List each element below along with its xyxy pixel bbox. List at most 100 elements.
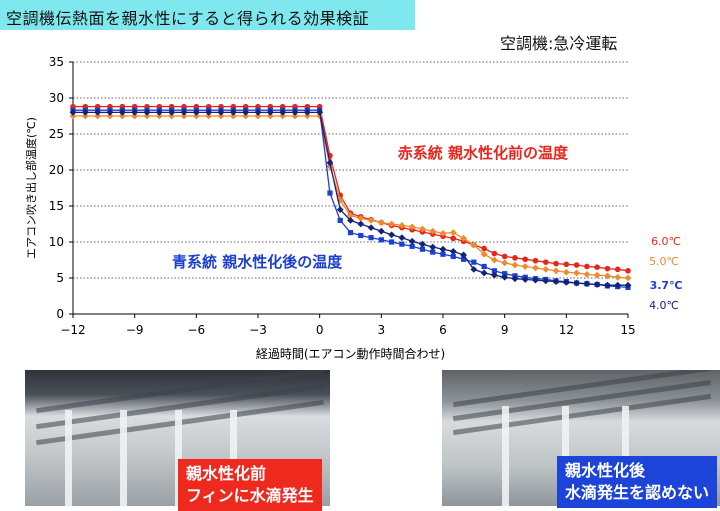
data-point <box>470 265 478 273</box>
data-point <box>377 219 385 226</box>
data-point <box>449 247 457 255</box>
data-point <box>266 112 274 120</box>
data-point <box>471 259 477 265</box>
data-point <box>69 109 77 116</box>
data-point <box>563 261 570 268</box>
data-point <box>94 112 102 120</box>
data-point <box>303 109 311 116</box>
y-tick-label: 30 <box>49 91 64 105</box>
y-tick-label: 20 <box>49 163 64 177</box>
data-point <box>388 220 396 228</box>
data-point <box>429 243 437 251</box>
data-point <box>480 250 488 258</box>
data-point <box>377 227 385 235</box>
data-point <box>490 271 498 279</box>
data-point <box>429 227 437 235</box>
data-point <box>604 272 611 280</box>
data-point <box>624 281 632 289</box>
x-tick-label: 3 <box>378 323 386 337</box>
data-point <box>439 229 447 237</box>
data-point <box>542 259 549 265</box>
x-axis-label: 経過時間(エアコン動作時間合わせ) <box>256 346 445 361</box>
data-point <box>460 235 467 242</box>
data-point <box>532 276 539 284</box>
series-line <box>73 111 628 286</box>
data-point <box>192 112 200 120</box>
data-point <box>419 246 426 252</box>
data-point <box>625 268 631 274</box>
data-point <box>279 112 287 120</box>
data-point <box>481 263 487 270</box>
series-end-label: 5.0℃ <box>649 255 679 268</box>
data-point <box>532 264 539 272</box>
data-point <box>205 109 213 116</box>
data-point <box>521 263 529 270</box>
data-point <box>336 196 344 204</box>
data-point <box>326 159 334 167</box>
data-point <box>316 109 324 116</box>
data-point <box>521 276 529 283</box>
page-title: 空調機伝熱面を親水性にすると得られる効果検証 <box>6 9 370 28</box>
data-point <box>614 281 622 289</box>
data-point <box>69 112 77 120</box>
data-point <box>94 109 102 116</box>
data-point <box>624 274 632 282</box>
data-point <box>242 112 250 120</box>
data-point <box>327 190 333 196</box>
data-point <box>367 217 375 224</box>
data-point <box>460 256 467 262</box>
data-point <box>430 249 436 255</box>
after-caption: 親水性化後 水滴発生を認めない <box>557 456 718 508</box>
y-tick-label: 0 <box>56 307 64 321</box>
data-point <box>378 237 384 243</box>
data-point <box>583 280 591 288</box>
data-point <box>106 109 114 116</box>
data-point <box>131 112 139 120</box>
data-point <box>614 273 622 281</box>
data-point <box>347 230 354 236</box>
data-point <box>254 109 262 116</box>
x-tick-label: −6 <box>187 323 205 337</box>
data-point <box>168 109 176 116</box>
data-point <box>357 214 365 222</box>
data-point <box>337 217 343 223</box>
data-point <box>254 112 262 120</box>
data-point <box>604 265 611 272</box>
x-tick-label: 0 <box>316 323 324 337</box>
data-point <box>450 253 456 259</box>
data-point <box>408 223 416 231</box>
data-point <box>229 109 237 116</box>
data-point <box>491 268 497 274</box>
series-line <box>73 115 629 279</box>
data-point <box>439 245 447 253</box>
data-point <box>266 109 274 116</box>
data-point <box>358 232 364 239</box>
data-point <box>409 243 415 249</box>
data-point <box>449 229 457 237</box>
data-point <box>501 273 509 281</box>
data-point <box>532 257 539 264</box>
data-point <box>155 112 163 120</box>
data-point <box>131 109 139 116</box>
data-point <box>553 260 559 267</box>
x-tick-label: 15 <box>620 323 635 337</box>
data-point <box>584 263 590 270</box>
data-point <box>367 224 375 231</box>
y-tick-label: 10 <box>49 235 64 249</box>
chart-subtitle: 空調機:急冷運転 <box>500 34 618 53</box>
series-end-label: 3.7℃ <box>650 279 683 292</box>
data-point <box>481 245 487 252</box>
data-point <box>180 109 188 116</box>
x-tick-label: −3 <box>249 323 267 337</box>
x-tick-label: 6 <box>439 323 447 337</box>
data-point <box>552 278 560 285</box>
data-point <box>470 241 478 249</box>
data-point <box>205 112 213 120</box>
x-tick-label: 12 <box>559 323 574 337</box>
data-point <box>389 239 395 245</box>
data-point <box>118 109 126 116</box>
data-point <box>217 112 225 120</box>
data-point <box>419 225 426 233</box>
data-point <box>388 231 396 239</box>
temperature-chart: 0 5 10 15 20 25 30 35 −12 −9 −6 −3 0 3 6 9 12 15 経過時間(エアコン… <box>24 55 683 361</box>
